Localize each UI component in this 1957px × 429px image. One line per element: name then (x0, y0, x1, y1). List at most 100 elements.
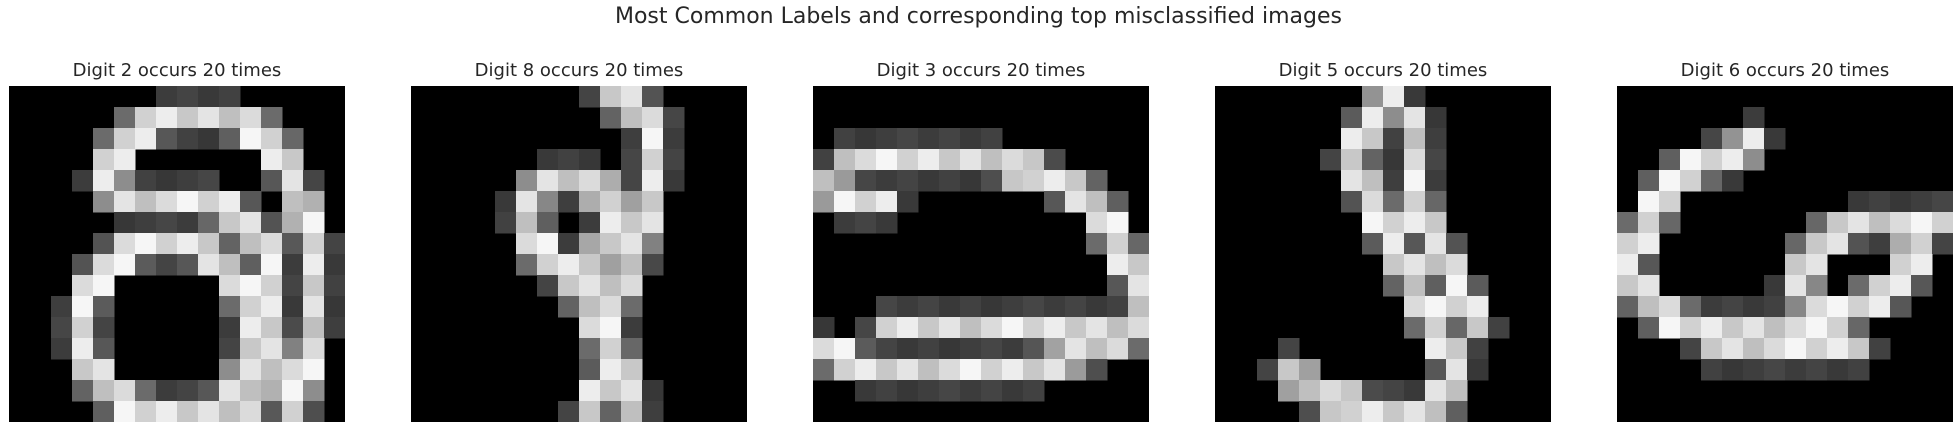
pixel (621, 359, 643, 381)
panel-digit-6: Digit 6 occurs 20 times (1617, 58, 1953, 84)
pixel (93, 338, 115, 360)
pixel (1890, 254, 1912, 276)
pixel (1128, 317, 1149, 339)
pixel (1467, 296, 1489, 318)
pixel (579, 359, 601, 381)
pixel (219, 317, 241, 339)
pixel (663, 149, 685, 171)
pixel (93, 401, 115, 422)
pixel (1764, 359, 1786, 381)
pixel (303, 401, 325, 422)
pixel (1404, 170, 1426, 192)
pixel (156, 107, 178, 129)
pixel (1341, 191, 1363, 213)
pixel (1086, 296, 1108, 318)
pixel (1257, 359, 1279, 381)
pixel (1086, 233, 1108, 255)
pixel (1743, 317, 1765, 339)
pixel (621, 149, 643, 171)
pixel (1065, 170, 1087, 192)
panel-digit-3: Digit 3 occurs 20 times (813, 58, 1149, 84)
pixel (1404, 401, 1426, 422)
pixel (1425, 380, 1447, 402)
pixel (198, 380, 220, 402)
pixel (1086, 212, 1108, 234)
pixel (621, 212, 643, 234)
pixel (1425, 191, 1447, 213)
pixel (135, 128, 157, 150)
pixel (1383, 233, 1405, 255)
pixel (855, 359, 877, 381)
pixel (156, 170, 178, 192)
pixel (558, 170, 580, 192)
pixel (1911, 212, 1933, 234)
pixel (198, 86, 220, 108)
pixel (114, 401, 136, 422)
pixel (876, 212, 898, 234)
pixel (261, 254, 283, 276)
pixel (303, 170, 325, 192)
pixel (1617, 212, 1639, 234)
pixel (1680, 296, 1702, 318)
pixel (1023, 149, 1045, 171)
pixel (1785, 296, 1807, 318)
pixel (282, 128, 304, 150)
pixel (1383, 149, 1405, 171)
pixel (1659, 191, 1681, 213)
pixel (114, 170, 136, 192)
pixel (1806, 338, 1828, 360)
pixel (1827, 317, 1849, 339)
pixel (642, 401, 664, 422)
pixel (1848, 191, 1870, 213)
pixel (93, 170, 115, 192)
pixel (1467, 317, 1489, 339)
pixel (876, 149, 898, 171)
figure-title: Most Common Labels and corresponding top… (0, 4, 1957, 29)
pixel (1743, 338, 1765, 360)
pixel (579, 317, 601, 339)
pixel (1107, 338, 1129, 360)
pixel (282, 212, 304, 234)
pixel (1065, 191, 1087, 213)
pixel (834, 170, 856, 192)
pixel (642, 128, 664, 150)
pixel (240, 317, 262, 339)
pixel (960, 170, 982, 192)
pixel (1764, 317, 1786, 339)
pixel (303, 380, 325, 402)
pixel (642, 380, 664, 402)
pixel (1467, 338, 1489, 360)
pixel (261, 149, 283, 171)
pixel (156, 401, 178, 422)
pixel (1806, 275, 1828, 297)
pixel (876, 128, 898, 150)
pixel (1023, 359, 1045, 381)
pixel (261, 296, 283, 318)
pixel (1044, 359, 1066, 381)
pixel (1806, 296, 1828, 318)
pixel (621, 317, 643, 339)
pixel (303, 191, 325, 213)
pixel (1425, 359, 1447, 381)
pixel (1638, 254, 1660, 276)
pixel (93, 128, 115, 150)
pixel (855, 338, 877, 360)
pixel (303, 254, 325, 276)
pixel (1425, 275, 1447, 297)
pixel (1932, 212, 1953, 234)
pixel (960, 317, 982, 339)
pixel (1044, 338, 1066, 360)
pixel (198, 401, 220, 422)
pixel (1425, 128, 1447, 150)
pixel (1128, 338, 1149, 360)
pixel (1848, 317, 1870, 339)
pixel (1107, 275, 1129, 297)
pixel (72, 170, 94, 192)
pixel (621, 254, 643, 276)
pixel (537, 191, 559, 213)
pixel (981, 149, 1003, 171)
pixel (282, 275, 304, 297)
pixel (600, 401, 622, 422)
pixel (1002, 317, 1024, 339)
pixel (1425, 296, 1447, 318)
